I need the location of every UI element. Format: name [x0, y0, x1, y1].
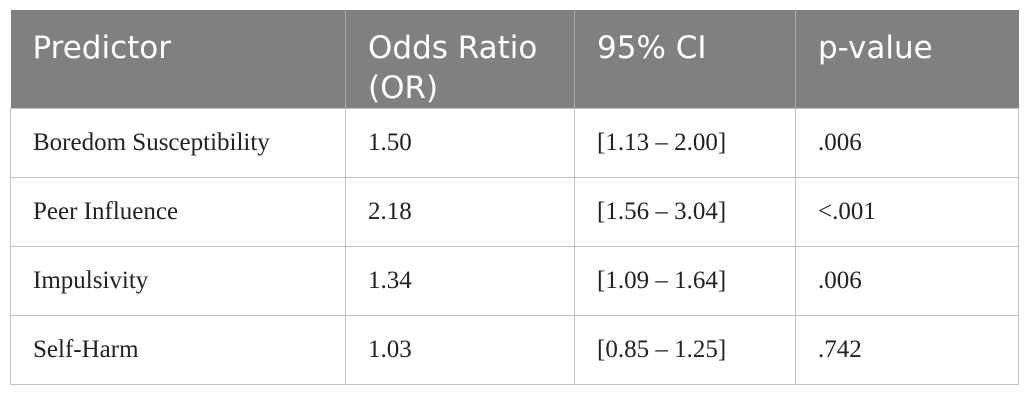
table-cell: 2.18 [345, 177, 575, 247]
header-cell: Odds Ratio (OR) [345, 10, 575, 109]
table-cell: Impulsivity [10, 246, 346, 316]
table-cell: Boredom Susceptibility [10, 108, 346, 178]
table-cell: .742 [795, 315, 1019, 385]
table-cell: .006 [795, 108, 1019, 178]
header-row: Predictor Odds Ratio (OR) 95% CI p-value [10, 10, 1019, 109]
table-cell: [1.56 – 3.04] [574, 177, 796, 247]
table-cell: Self-Harm [10, 315, 346, 385]
header-cell: p-value [795, 10, 1019, 109]
table-cell: .006 [795, 246, 1019, 316]
table-cell: [1.09 – 1.64] [574, 246, 796, 316]
table-cell: 1.03 [345, 315, 575, 385]
table-cell: Peer Influence [10, 177, 346, 247]
table-cell: 1.34 [345, 246, 575, 316]
table-cell: [0.85 – 1.25] [574, 315, 796, 385]
table-row: Impulsivity 1.34 [1.09 – 1.64] .006 [10, 246, 1019, 316]
table-cell: <.001 [795, 177, 1019, 247]
table-row: Self-Harm 1.03 [0.85 – 1.25] .742 [10, 315, 1019, 385]
table-body: Boredom Susceptibility 1.50 [1.13 – 2.00].… [10, 108, 1019, 385]
header-cell: Predictor [10, 10, 346, 109]
table-row: Boredom Susceptibility 1.50 [1.13 – 2.00].… [10, 108, 1019, 178]
table-row: Peer Influence 2.18 [1.56 – 3.04] <.001 [10, 177, 1019, 247]
results-table: Predictor Odds Ratio (OR) 95% CI p-value Bo… [10, 10, 1019, 385]
table-cell: 1.50 [345, 108, 575, 178]
table-cell: [1.13 – 2.00] [574, 108, 796, 178]
header-cell: 95% CI [574, 10, 796, 109]
